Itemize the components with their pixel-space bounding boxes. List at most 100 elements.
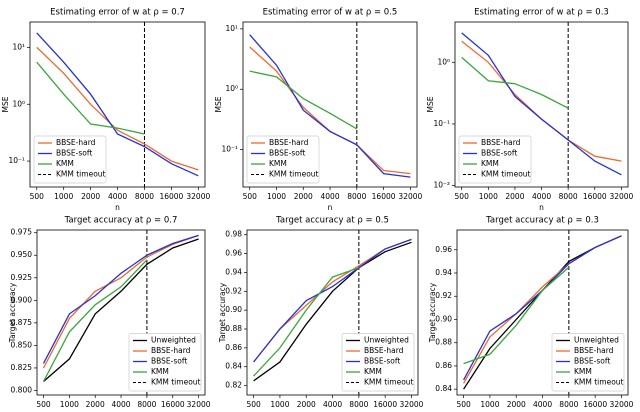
x-tick-label: 1000 <box>54 192 73 201</box>
y-tick-label: 10¹ <box>12 42 25 51</box>
chart-title: Target accuracy at ρ = 0.7 <box>64 216 178 226</box>
x-tick-label: 16000 <box>583 192 607 201</box>
x-tick-label: 1000 <box>479 192 498 201</box>
x-tick-label: 1000 <box>60 400 79 409</box>
plot-frame <box>29 21 206 188</box>
legend-box <box>551 333 625 392</box>
y-axis-label: Target accuracy <box>8 282 17 343</box>
series-line <box>43 238 199 382</box>
y-tick-label: 0.90 <box>435 314 452 323</box>
y-tick-label: 0.96 <box>225 249 242 258</box>
x-tick-label: 32000 <box>400 400 424 409</box>
y-tick-label: 0.950 <box>11 250 33 259</box>
series-line <box>253 267 360 377</box>
series-line <box>42 234 199 364</box>
chart-title: Target accuracy at ρ = 0.3 <box>485 216 599 226</box>
x-tick-label: 32000 <box>609 192 633 201</box>
y-tick-label: 10⁻¹ <box>433 119 450 128</box>
y-tick-label: 0.800 <box>11 385 33 394</box>
legend-label: BBSE-soft <box>151 357 187 366</box>
chart-title: Target accuracy at ρ = 0.5 <box>275 216 389 226</box>
y-tick-label: 0.88 <box>225 324 242 333</box>
y-axis-label: Target accuracy <box>218 282 227 343</box>
legend-label: KMM <box>364 367 382 376</box>
legend-box <box>33 135 107 184</box>
x-tick-label: 500 <box>30 192 45 201</box>
x-axis-label: n <box>328 203 333 212</box>
x-tick-label: 2000 <box>81 192 100 201</box>
x-tick-label: 8000 <box>347 192 366 201</box>
plot-frame <box>246 229 419 396</box>
legend-label: KMM <box>269 159 287 168</box>
x-tick-label: 2000 <box>505 192 524 201</box>
x-tick-label: 32000 <box>610 400 634 409</box>
chart-title: Estimating error of w at ρ = 0.3 <box>474 8 609 18</box>
x-tick-label: 8000 <box>137 400 156 409</box>
y-tick-label: 0.84 <box>435 384 452 393</box>
series-line <box>463 266 570 365</box>
x-tick-label: 16000 <box>159 192 183 201</box>
legend-box <box>458 135 532 184</box>
y-axis-label: MSE <box>214 96 223 112</box>
x-tick-label: 16000 <box>372 192 396 201</box>
y-tick-label: 0.90 <box>225 305 242 314</box>
y-tick-label: 10⁻² <box>433 181 450 190</box>
y-axis-label: MSE <box>1 96 10 112</box>
legend-label: KMM <box>574 367 592 376</box>
plot-frame <box>36 229 206 396</box>
y-tick-label: 0.900 <box>11 295 33 304</box>
legend-label: KMM <box>151 367 169 376</box>
x-tick-label: 16000 <box>583 400 607 409</box>
series-line <box>249 70 358 130</box>
y-tick-label: 0.94 <box>435 268 452 277</box>
x-axis-label: n <box>539 203 544 212</box>
x-tick-label: 32000 <box>186 192 210 201</box>
x-tick-label: 8000 <box>135 192 154 201</box>
legend-label: BBSE-soft <box>364 357 400 366</box>
x-tick-label: 16000 <box>161 400 185 409</box>
plot-frame <box>454 21 629 188</box>
legend-label: KMM timeout <box>574 378 624 387</box>
legend-label: BBSE-soft <box>269 149 305 158</box>
legend-label: BBSE-soft <box>574 357 610 366</box>
y-tick-label: 10⁰ <box>12 99 25 108</box>
legend-label: BBSE-hard <box>364 346 404 355</box>
y-tick-label: 10⁰ <box>437 57 450 66</box>
y-tick-label: 10¹ <box>225 24 238 33</box>
y-tick-label: 0.850 <box>11 340 33 349</box>
x-tick-label: 1000 <box>270 400 289 409</box>
legend-label: BBSE-hard <box>56 138 96 147</box>
legend-label: KMM timeout <box>364 378 414 387</box>
chart-title: Estimating error of w at ρ = 0.7 <box>50 8 185 18</box>
y-tick-label: 0.84 <box>225 362 242 371</box>
legend-label: BBSE-hard <box>269 138 309 147</box>
legend-label: BBSE-soft <box>56 149 92 158</box>
legend-box <box>246 135 320 184</box>
y-tick-label: 0.925 <box>11 273 33 282</box>
legend-label: KMM <box>56 159 74 168</box>
series-line <box>461 32 622 176</box>
series-line <box>36 61 145 135</box>
legend-label: Unweighted <box>151 336 196 345</box>
panel: Target accuracy at ρ = 0.7nTarget accura… <box>8 216 211 412</box>
legend-label: Unweighted <box>574 336 619 345</box>
y-tick-label: 0.88 <box>435 338 452 347</box>
x-tick-label: 500 <box>456 400 471 409</box>
plot-frame <box>242 21 418 188</box>
panel: Estimating error of w at ρ = 0.3 n MSE 500 1… <box>426 8 634 213</box>
legend-label: BBSE-soft <box>481 149 517 158</box>
y-tick-label: 10⁻¹ <box>8 156 25 165</box>
y-tick-label: 10⁰ <box>225 84 238 93</box>
x-tick-label: 500 <box>36 400 51 409</box>
x-tick-label: 4000 <box>323 400 342 409</box>
x-tick-label: 4000 <box>533 400 552 409</box>
x-tick-label: 8000 <box>349 400 368 409</box>
x-tick-label: 4000 <box>108 192 127 201</box>
x-tick-label: 2000 <box>507 400 526 409</box>
x-tick-label: 2000 <box>297 400 316 409</box>
y-tick-label: 0.86 <box>435 361 452 370</box>
x-tick-label: 8000 <box>559 192 578 201</box>
y-axis-label: Target accuracy <box>428 282 437 343</box>
y-tick-label: 0.86 <box>225 343 242 352</box>
